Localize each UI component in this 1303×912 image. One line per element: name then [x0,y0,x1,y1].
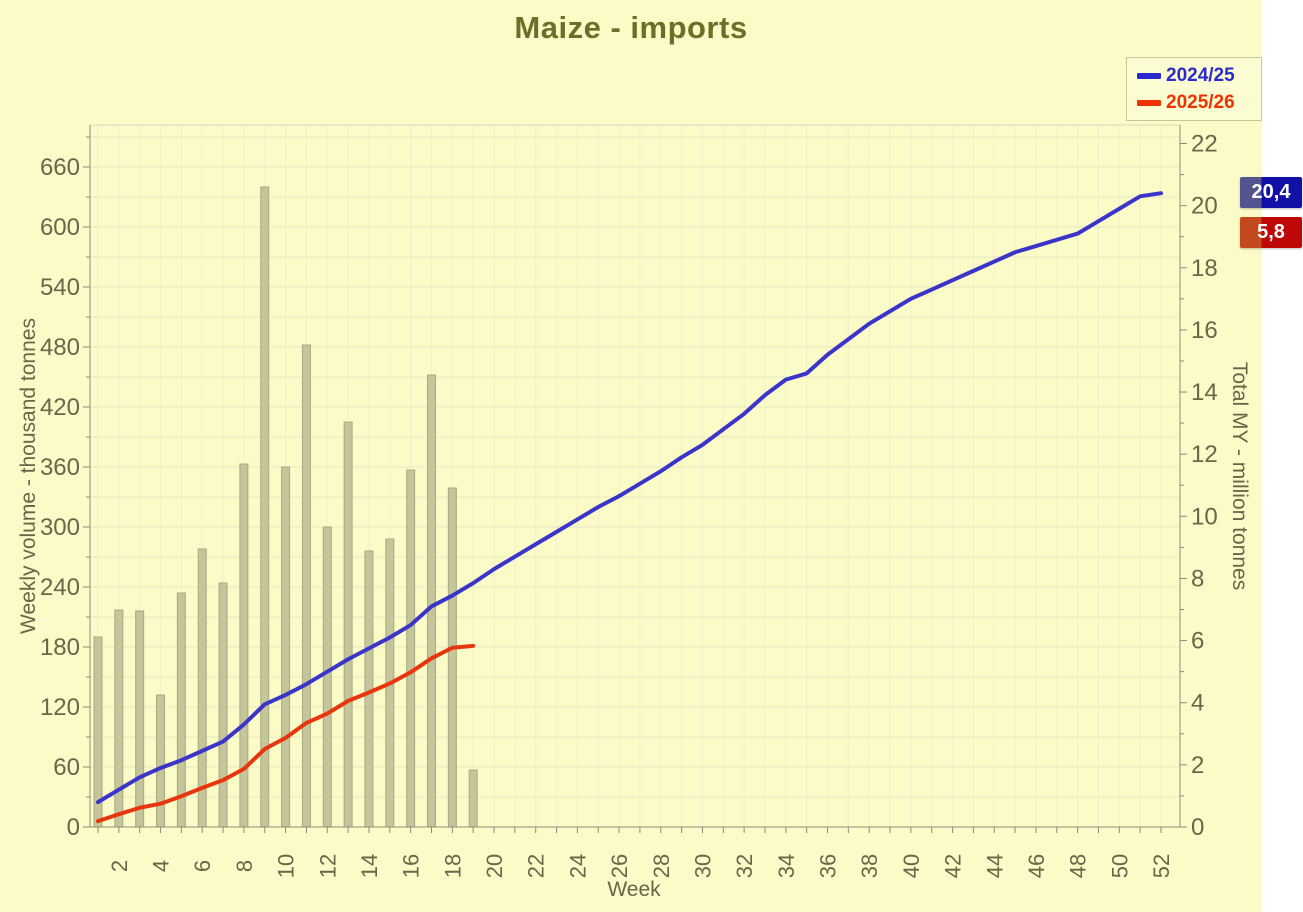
left-tick-label: 420 [40,394,80,421]
bar-week-9 [260,186,270,828]
right-tick-label: 18 [1191,255,1218,282]
end-value-label-2024-25: 20,4 [1240,177,1302,208]
bar-week-10 [281,466,291,828]
x-tick-label: 46 [1024,854,1049,878]
x-tick-label: 10 [274,854,299,878]
x-tick-label: 52 [1149,854,1174,878]
right-axis-title: Total MY - million tonnes [1228,361,1251,591]
bar-week-16 [406,469,416,828]
x-tick-label: 26 [607,854,632,878]
x-tick-label: 12 [315,854,340,878]
legend-dash-red-icon [1137,99,1161,106]
right-tick-label: 6 [1191,628,1204,655]
x-tick-label: 30 [690,854,715,878]
right-tick-label: 4 [1191,690,1204,717]
end-value-label-2025-26: 5,8 [1240,217,1302,248]
right-tick-label: 20 [1191,193,1218,220]
x-tick-label: 34 [774,854,799,878]
right-tick-label: 16 [1191,317,1218,344]
bar-week-4 [156,694,166,828]
right-tick-label: 10 [1191,503,1218,530]
bar-week-14 [364,550,374,828]
left-tick-label: 360 [40,454,80,481]
left-tick-label: 540 [40,274,80,301]
x-tick-label: 36 [816,854,841,878]
x-tick-label: 38 [857,854,882,878]
legend-label-2025-26: 2025/26 [1166,91,1235,113]
legend-label-2024-25: 2024/25 [1166,64,1235,86]
left-tick-label: 240 [40,574,80,601]
x-axis-title: Week [607,878,661,901]
right-tick-label: 8 [1191,565,1204,592]
x-tick-label: 24 [565,854,590,878]
legend-item-2025-26: 2025/26 [1137,89,1253,116]
x-tick-label: 6 [190,860,215,872]
right-tick-label: 0 [1191,814,1204,841]
left-tick-label: 120 [40,694,80,721]
left-tick-label: 0 [67,814,80,841]
line-2025-26 [96,643,476,824]
bar-week-11 [301,344,311,828]
x-tick-label: 48 [1066,854,1091,878]
right-tick-label: 2 [1191,752,1204,779]
left-tick-label: 480 [40,334,80,361]
bar-week-17 [426,374,436,828]
x-tick-label: 44 [982,854,1007,878]
right-tick-label: 14 [1191,379,1218,406]
bar-week-7 [218,582,228,828]
legend: 2024/25 2025/26 [1126,57,1262,121]
bar-week-2 [114,609,124,828]
bar-week-19 [468,769,478,828]
x-tick-label: 40 [899,854,924,878]
line-2024-25 [96,191,1163,805]
x-tick-label: 50 [1107,854,1132,878]
right-tick-label: 22 [1191,131,1218,158]
bar-week-18 [447,487,457,828]
chart-title: Maize - imports [514,10,748,45]
x-tick-label: 20 [482,854,507,878]
left-tick-label: 660 [40,154,80,181]
x-tick-label: 4 [149,860,174,872]
x-tick-label: 2 [107,860,132,872]
x-tick-label: 22 [524,854,549,878]
bar-week-3 [135,610,145,828]
x-tick-label: 28 [649,854,674,878]
x-tick-label: 18 [440,854,465,878]
bar-week-5 [176,592,186,828]
x-tick-label: 14 [357,854,382,878]
legend-dash-blue-icon [1137,72,1161,79]
chart-background [0,0,1262,912]
left-axis-title: Weekly volume - thousand tonnes [17,318,40,634]
legend-item-2024-25: 2024/25 [1137,62,1253,89]
left-tick-label: 600 [40,214,80,241]
right-tick-label: 12 [1191,441,1218,468]
left-tick-label: 300 [40,514,80,541]
x-tick-label: 16 [399,854,424,878]
x-tick-label: 8 [232,860,257,872]
bar-week-12 [322,526,332,828]
bar-week-13 [343,421,353,828]
left-tick-label: 60 [53,754,80,781]
x-tick-label: 42 [941,854,966,878]
x-tick-label: 32 [732,854,757,878]
left-tick-label: 180 [40,634,80,661]
